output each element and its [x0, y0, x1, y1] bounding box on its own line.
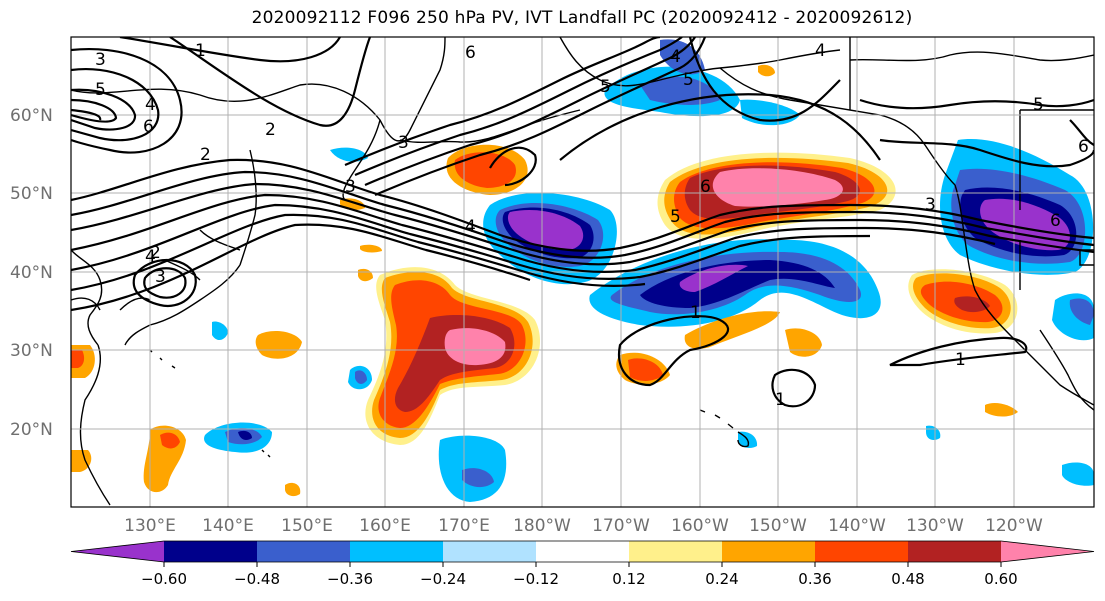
lat-label: 20°N — [10, 420, 53, 440]
colorbar: −0.60 −0.48 −0.36 −0.24 −0.12 0.12 0.24 0.36 0.4… — [70, 540, 1095, 588]
contour-label: 6 — [700, 177, 711, 197]
contour-label: 1 — [690, 303, 701, 323]
contour-label: 2 — [265, 120, 276, 140]
contour-label: 6 — [465, 43, 476, 63]
ivt-negative-small-blobs — [204, 293, 1094, 502]
colorbar-extend-high — [1001, 541, 1094, 562]
contour-label-group: 1 2 3 4 5 6 1 2 3 4 5 6 4 5 6 3 5 4 3 1 … — [95, 41, 1089, 410]
lon-label: 150°W — [749, 516, 807, 536]
contour-label: 5 — [683, 70, 694, 90]
contour-label: 3 — [95, 50, 106, 70]
lat-label: 50°N — [10, 184, 53, 204]
contour-label: 2 — [150, 243, 161, 263]
colorbar-tick-label: 0.60 — [984, 570, 1017, 588]
contour-label: 4 — [670, 47, 681, 67]
colorbar-tick-label: −0.60 — [141, 570, 187, 588]
lon-label: 140°E — [202, 516, 254, 536]
lon-label: 130°W — [906, 516, 964, 536]
colorbar-segment — [908, 541, 1002, 562]
ivt-positive-small-blobs — [71, 64, 1018, 497]
colorbar-segment — [722, 541, 816, 562]
colorbar-tick-label: −0.24 — [420, 570, 466, 588]
ivt-positive-blob-northeast — [657, 152, 896, 239]
contour-label: 1 — [955, 350, 966, 370]
colorbar-segment — [536, 541, 630, 562]
colorbar-segment — [815, 541, 909, 562]
colorbar-tick-label: 0.12 — [612, 570, 645, 588]
map-border — [70, 36, 1095, 508]
colorbar-tick-label: 0.48 — [891, 570, 924, 588]
colorbar-tick-label: 0.24 — [705, 570, 738, 588]
contour-label: 4 — [145, 247, 156, 267]
lon-label: 130°E — [124, 516, 176, 536]
contour-label: 3 — [345, 177, 356, 197]
colorbar-tick-label: 0.36 — [798, 570, 831, 588]
lat-label: 40°N — [10, 263, 53, 283]
contour-label: 6 — [1050, 211, 1061, 231]
contour-label: 4 — [465, 217, 476, 237]
lon-label: 150°E — [281, 516, 333, 536]
contour-label: 1 — [195, 41, 206, 61]
colorbar-extend-low — [71, 541, 164, 562]
ivt-positive-blob-east — [908, 269, 1018, 334]
map-title: 2020092112 F096 250 hPa PV, IVT Landfall… — [251, 8, 913, 28]
ivt-negative-blob-central — [483, 192, 617, 285]
colorbar-segment — [629, 541, 723, 562]
contour-label: 5 — [1033, 95, 1044, 115]
lon-label: 140°W — [828, 516, 886, 536]
contour-label: 3 — [155, 267, 166, 287]
lat-label: 60°N — [10, 106, 53, 126]
lon-label: 180°W — [513, 516, 571, 536]
lat-label: 30°N — [10, 341, 53, 361]
lon-label: 170°E — [438, 516, 490, 536]
contour-label: 6 — [1078, 137, 1089, 157]
colorbar-tick-label: −0.48 — [234, 570, 280, 588]
longitude-labels: 130°E 140°E 150°E 160°E 170°E 180°W 170°… — [124, 516, 1043, 536]
gridlines — [71, 37, 1094, 507]
colorbar-segment — [164, 541, 258, 562]
pv-contours — [71, 37, 1094, 408]
ivt-positive-blob-central — [365, 267, 541, 445]
colorbar-segment — [350, 541, 444, 562]
contour-label: 6 — [143, 117, 154, 137]
contour-label: 5 — [600, 77, 611, 97]
contour-label: 4 — [815, 41, 826, 61]
ivt-positive-blob-north — [446, 144, 528, 195]
lon-label: 160°E — [359, 516, 411, 536]
contour-label: 1 — [775, 390, 786, 410]
contour-label: 5 — [670, 207, 681, 227]
colorbar-tick-label: −0.36 — [327, 570, 373, 588]
lon-label: 120°W — [985, 516, 1043, 536]
lon-label: 160°W — [671, 516, 729, 536]
colorbar-segment — [443, 541, 537, 562]
contour-label: 3 — [398, 133, 409, 153]
latitude-labels: 60°N 50°N 40°N 30°N 20°N — [10, 106, 53, 440]
contour-label: 3 — [925, 195, 936, 215]
lon-label: 170°W — [592, 516, 650, 536]
contour-label: 5 — [95, 80, 106, 100]
contour-label: 2 — [200, 145, 211, 165]
contour-label: 4 — [145, 95, 156, 115]
colorbar-segment — [257, 541, 351, 562]
colorbar-tick-label: −0.12 — [513, 570, 559, 588]
